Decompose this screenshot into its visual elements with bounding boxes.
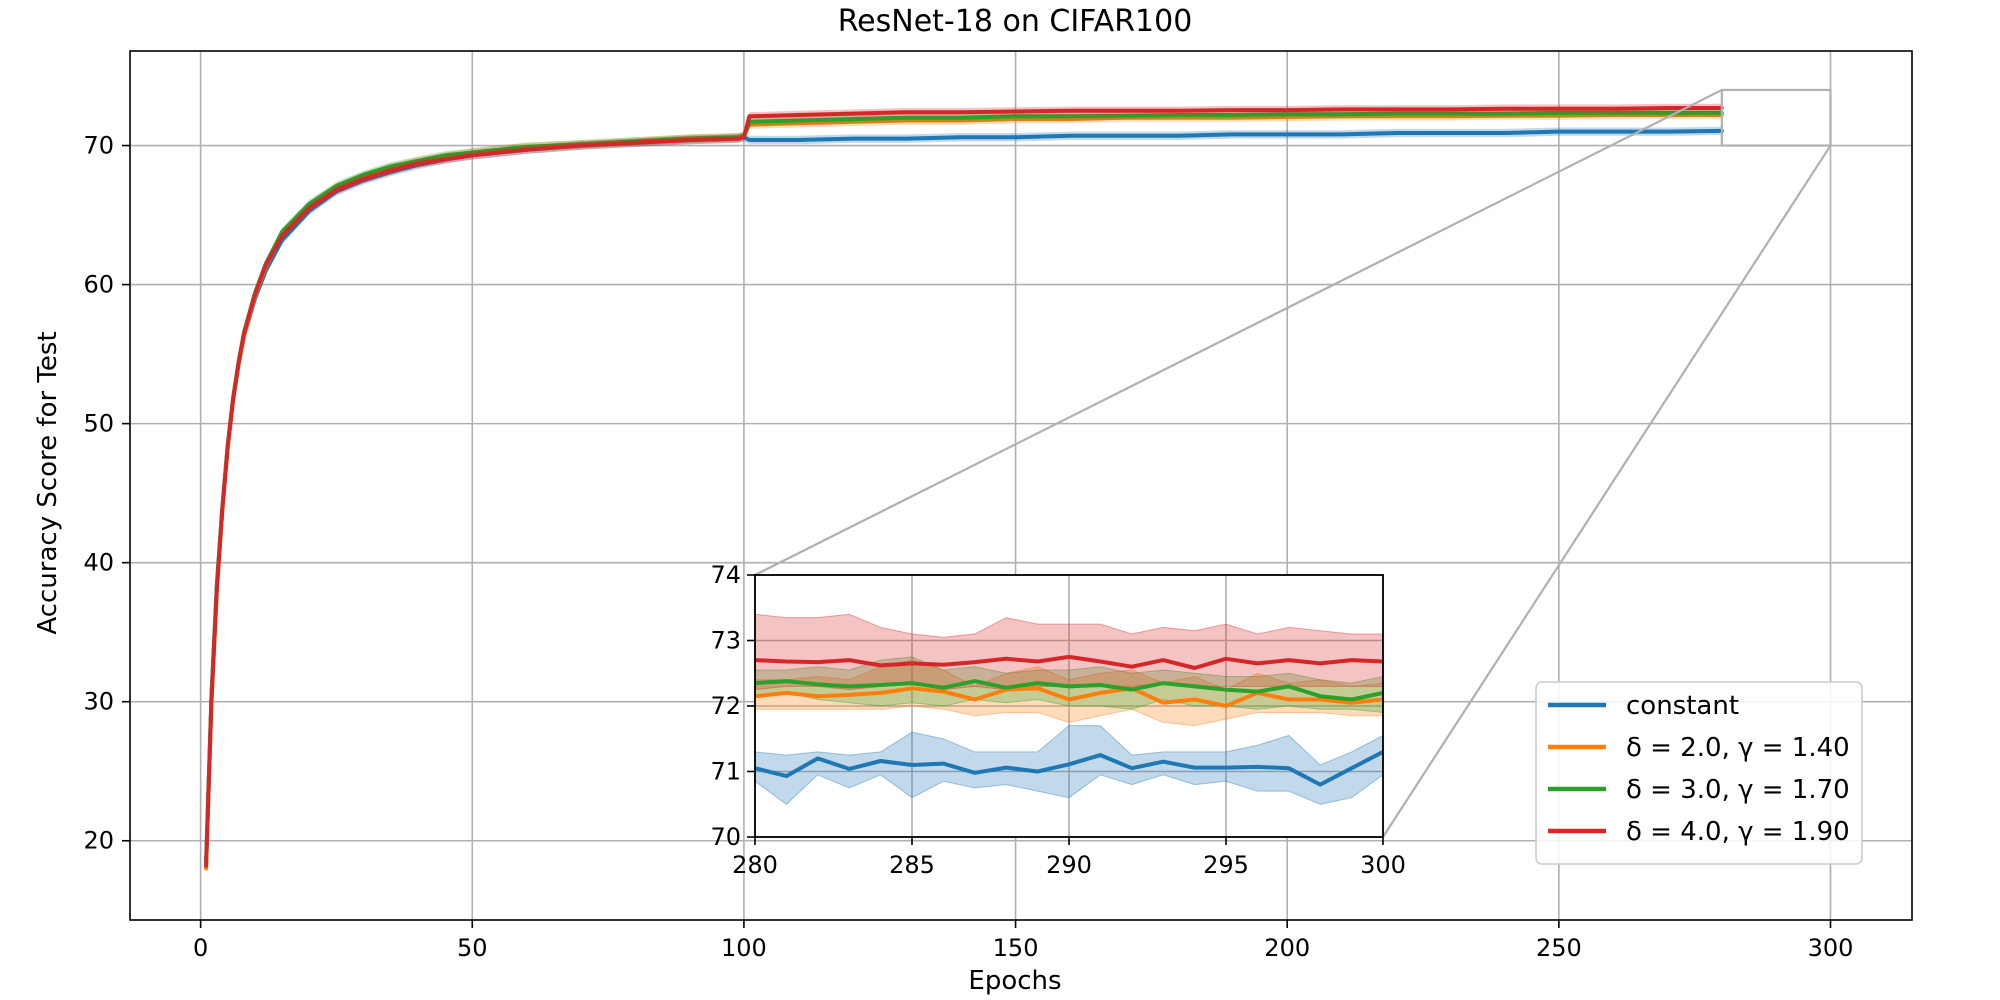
inset-y-tick-label: 72: [710, 692, 741, 720]
zoom-connector-line: [1382, 144, 1832, 838]
y-tick-label: 30: [83, 688, 114, 716]
legend-entry-0: constant: [1626, 691, 1739, 721]
y-tick-label: 60: [83, 271, 114, 299]
inset-band-1: [755, 659, 1383, 727]
legend-box: [1535, 681, 1863, 865]
x-tick-label: 150: [993, 934, 1039, 962]
zoom-connector-lines: [754, 88, 1832, 838]
legend-entry-1: δ = 2.0, γ = 1.40: [1626, 733, 1850, 763]
inset-line-0: [755, 749, 1383, 787]
zoom-connector-line: [754, 88, 1723, 576]
x-tick-label: 250: [1536, 934, 1582, 962]
inset-x-tick-label: 295: [1203, 851, 1249, 879]
inset-y-ticks: 70 71 72 73 74: [710, 561, 755, 851]
zoom-region-box: [1720, 88, 1832, 147]
y-axis-label: Accuracy Score for Test: [33, 331, 63, 634]
legend-entry-3: δ = 4.0, γ = 1.90: [1626, 817, 1850, 847]
x-tick-label: 0: [193, 934, 208, 962]
y-axis-ticks: 20 30 40 50 60 70: [83, 132, 130, 855]
x-axis-ticks: 0 50 100 150 200 250 300: [193, 920, 1853, 962]
x-tick-label: 200: [1264, 934, 1310, 962]
x-tick-label: 50: [457, 934, 488, 962]
inset-x-tick-label: 300: [1360, 851, 1406, 879]
x-tick-label: 300: [1808, 934, 1854, 962]
inset-line-1: [755, 686, 1383, 708]
inset-y-tick-label: 70: [710, 823, 741, 851]
inset-line-3: [755, 654, 1383, 670]
series-line-3: [204, 106, 1724, 868]
inset-line-2: [755, 679, 1383, 702]
series-lines: [204, 103, 1724, 873]
inset-y-tick-label: 71: [710, 758, 741, 786]
legend: constant δ = 2.0, γ = 1.40 δ = 3.0, γ = 1.…: [1535, 681, 1863, 865]
y-tick-label: 50: [83, 410, 114, 438]
inset-plot: 280 285 290 295 300 70 71 72 73 74: [710, 561, 1405, 879]
x-axis-label: Epochs: [968, 966, 1061, 996]
inset-series: [755, 613, 1383, 805]
inset-x-tick-label: 280: [732, 851, 778, 879]
inset-y-tick-label: 74: [710, 561, 741, 589]
inset-x-tick-label: 285: [889, 851, 935, 879]
plot-frame: [129, 50, 1913, 921]
inset-y-tick-label: 73: [710, 627, 741, 655]
legend-entry-2: δ = 3.0, γ = 1.70: [1626, 775, 1850, 805]
inset-x-ticks: 280 285 290 295 300: [732, 837, 1406, 879]
inset-x-tick-label: 290: [1046, 851, 1092, 879]
x-tick-label: 100: [721, 934, 767, 962]
y-tick-label: 40: [83, 549, 114, 577]
grid-lines: [130, 51, 1912, 920]
y-tick-label: 70: [83, 132, 114, 160]
chart-title: ResNet-18 on CIFAR100: [838, 4, 1193, 39]
y-tick-label: 20: [83, 827, 114, 855]
